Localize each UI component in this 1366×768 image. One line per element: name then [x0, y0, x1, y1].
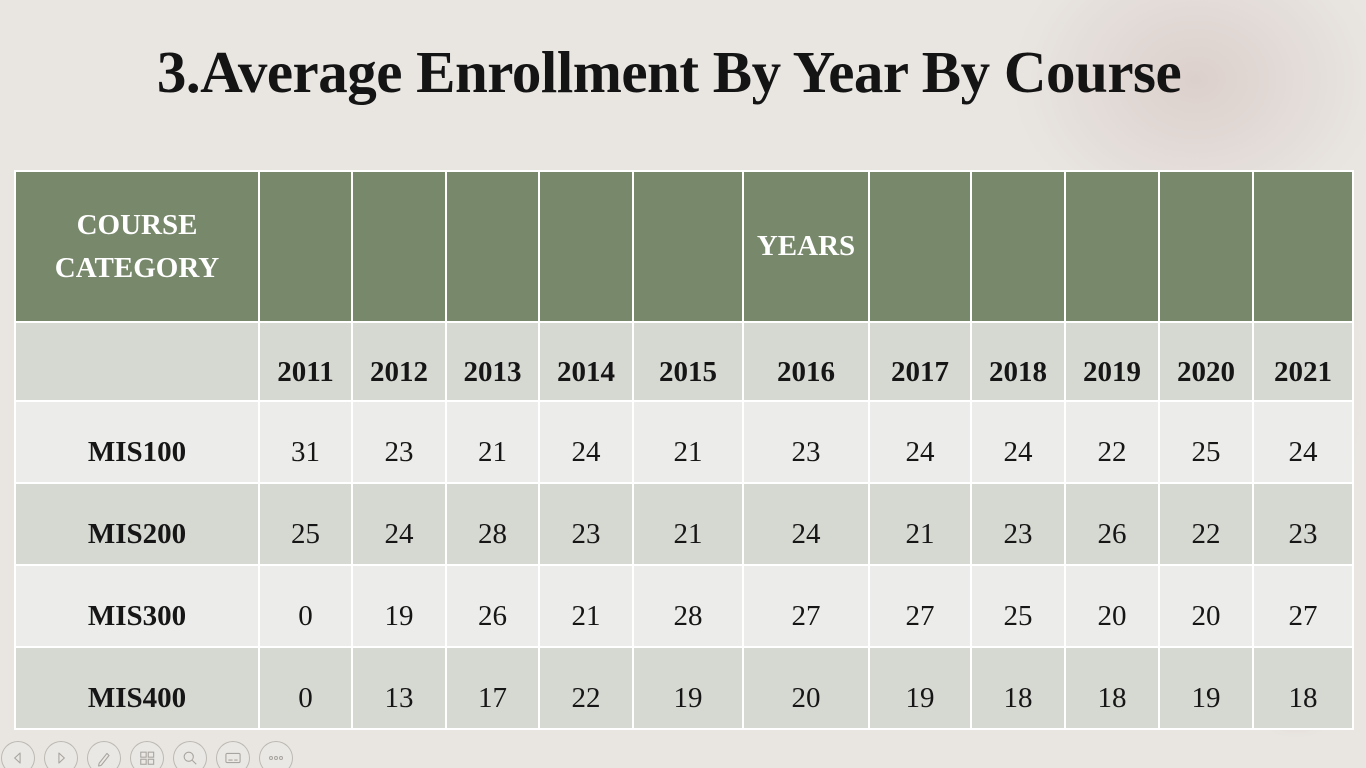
header-empty-cell [970, 170, 1066, 323]
value-cell: 26 [445, 564, 540, 648]
value-cell: 21 [632, 400, 744, 484]
magnifier-icon [180, 748, 200, 768]
year-header-cell: 2021 [1252, 321, 1354, 402]
header-empty-cell [632, 170, 744, 323]
value-cell: 25 [970, 564, 1066, 648]
value-cell: 22 [538, 646, 634, 730]
next-slide-button[interactable] [44, 741, 78, 768]
table-header-row: COURSE CATEGORY YEARS [14, 170, 1354, 323]
slide-title: 3.Average Enrollment By Year By Course [156, 39, 1182, 105]
year-header-cell: 2017 [868, 321, 972, 402]
course-name-cell: MIS200 [14, 482, 260, 566]
value-cell: 23 [351, 400, 447, 484]
year-header-cell: 2013 [445, 321, 540, 402]
chevron-left-icon [8, 748, 28, 768]
course-name-cell: MIS400 [14, 646, 260, 730]
value-cell: 22 [1158, 482, 1254, 566]
year-header-row: 2011 2012 2013 2014 2015 2016 2017 2018 2019 2020… [14, 321, 1354, 402]
header-empty-cell [868, 170, 972, 323]
header-empty-cell [1064, 170, 1160, 323]
value-cell: 19 [632, 646, 744, 730]
value-cell: 23 [970, 482, 1066, 566]
value-cell: 19 [351, 564, 447, 648]
value-cell: 18 [1252, 646, 1354, 730]
header-empty-cell [1252, 170, 1354, 323]
value-cell: 21 [632, 482, 744, 566]
course-category-header: COURSE CATEGORY [14, 170, 260, 323]
year-header-cell: 2016 [742, 321, 870, 402]
value-cell: 23 [538, 482, 634, 566]
value-cell: 24 [742, 482, 870, 566]
header-empty-cell [1158, 170, 1254, 323]
value-cell: 22 [1064, 400, 1160, 484]
value-cell: 20 [1158, 564, 1254, 648]
value-cell: 28 [632, 564, 744, 648]
see-all-slides-button[interactable] [130, 741, 164, 768]
value-cell: 19 [1158, 646, 1254, 730]
value-cell: 21 [868, 482, 972, 566]
ellipsis-icon [266, 748, 286, 768]
year-header-empty-cell [14, 321, 260, 402]
year-header-cell: 2015 [632, 321, 744, 402]
value-cell: 27 [742, 564, 870, 648]
header-empty-cell [351, 170, 447, 323]
value-cell: 26 [1064, 482, 1160, 566]
table-row: MIS100 31 23 21 24 21 23 24 24 22 25 24 [14, 400, 1354, 484]
pen-icon [94, 748, 114, 768]
chevron-right-icon [51, 748, 71, 768]
slides-grid-icon [137, 748, 157, 768]
pen-tools-button[interactable] [87, 741, 121, 768]
value-cell: 0 [258, 564, 353, 648]
more-options-button[interactable] [259, 741, 293, 768]
value-cell: 28 [445, 482, 540, 566]
value-cell: 27 [1252, 564, 1354, 648]
enrollment-table: COURSE CATEGORY YEARS 2011 2012 2013 2014 20… [14, 170, 1354, 730]
header-empty-cell [258, 170, 353, 323]
header-empty-cell [538, 170, 634, 323]
header-empty-cell [445, 170, 540, 323]
value-cell: 18 [970, 646, 1066, 730]
value-cell: 23 [1252, 482, 1354, 566]
value-cell: 21 [445, 400, 540, 484]
value-cell: 21 [538, 564, 634, 648]
course-name-cell: MIS300 [14, 564, 260, 648]
value-cell: 20 [742, 646, 870, 730]
years-header: YEARS [742, 170, 870, 323]
value-cell: 24 [1252, 400, 1354, 484]
value-cell: 27 [868, 564, 972, 648]
value-cell: 19 [868, 646, 972, 730]
value-cell: 23 [742, 400, 870, 484]
value-cell: 31 [258, 400, 353, 484]
value-cell: 25 [1158, 400, 1254, 484]
captions-icon [223, 748, 243, 768]
value-cell: 24 [970, 400, 1066, 484]
value-cell: 17 [445, 646, 540, 730]
value-cell: 20 [1064, 564, 1160, 648]
zoom-slide-button[interactable] [173, 741, 207, 768]
year-header-cell: 2020 [1158, 321, 1254, 402]
year-header-cell: 2019 [1064, 321, 1160, 402]
captions-button[interactable] [216, 741, 250, 768]
previous-slide-button[interactable] [1, 741, 35, 768]
value-cell: 24 [351, 482, 447, 566]
value-cell: 18 [1064, 646, 1160, 730]
value-cell: 25 [258, 482, 353, 566]
year-header-cell: 2012 [351, 321, 447, 402]
value-cell: 24 [538, 400, 634, 484]
year-header-cell: 2011 [258, 321, 353, 402]
table-row: MIS200 25 24 28 23 21 24 21 23 26 22 23 [14, 482, 1354, 566]
presenter-controls [1, 741, 293, 768]
table-row: MIS300 0 19 26 21 28 27 27 25 20 20 27 [14, 564, 1354, 648]
table-row: MIS400 0 13 17 22 19 20 19 18 18 19 18 [14, 646, 1354, 730]
year-header-cell: 2018 [970, 321, 1066, 402]
year-header-cell: 2014 [538, 321, 634, 402]
value-cell: 24 [868, 400, 972, 484]
value-cell: 13 [351, 646, 447, 730]
value-cell: 0 [258, 646, 353, 730]
course-name-cell: MIS100 [14, 400, 260, 484]
